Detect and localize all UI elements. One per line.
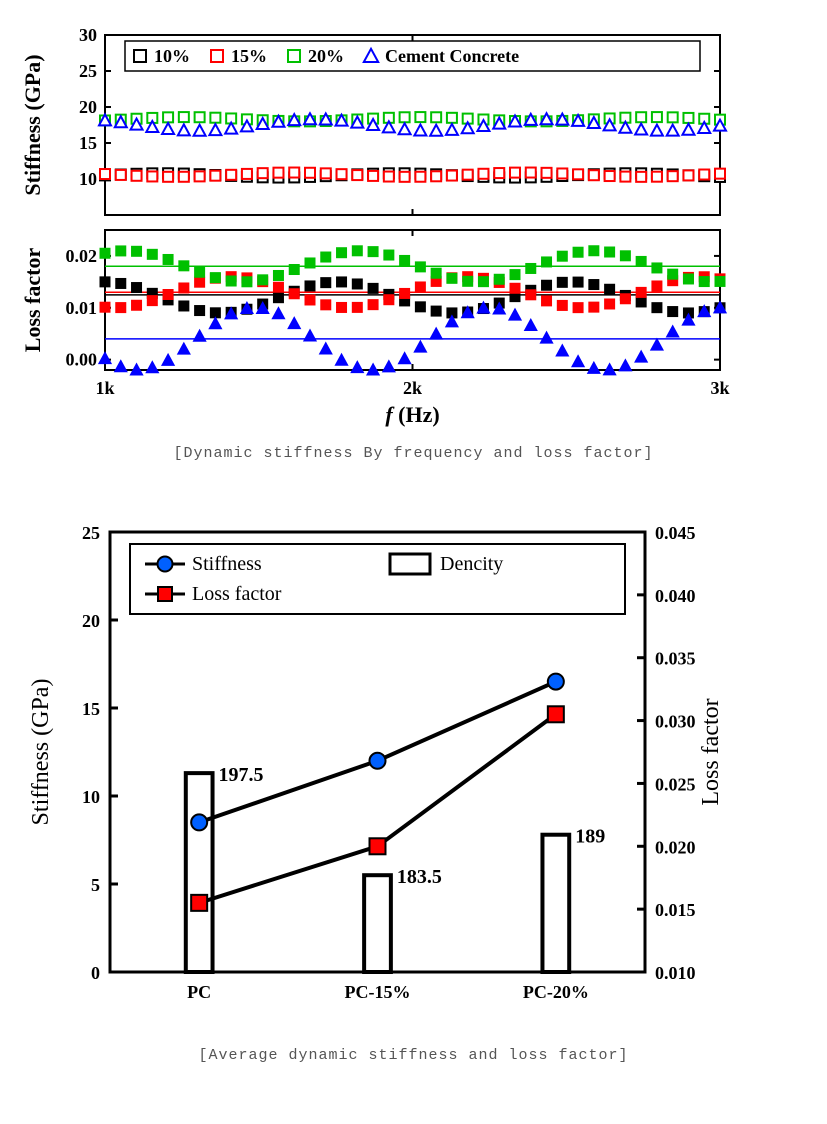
svg-text:0.015: 0.015 xyxy=(655,900,696,920)
figure-1: 10 15 20 25 30 Stiffness (GPa) 10% 15% 20% Cement… xyxy=(20,20,807,462)
svg-text:0.040: 0.040 xyxy=(655,586,696,606)
svg-text:0.030: 0.030 xyxy=(655,712,696,732)
svg-text:2k: 2k xyxy=(403,378,422,398)
svg-text:0.045: 0.045 xyxy=(655,523,696,543)
svg-text:PC-15%: PC-15% xyxy=(345,982,411,1002)
svg-text:Loss factor: Loss factor xyxy=(192,583,282,605)
svg-text:183.5: 183.5 xyxy=(397,866,442,888)
svg-text:Stiffness (GPa): Stiffness (GPa) xyxy=(28,679,54,826)
svg-text:0.025: 0.025 xyxy=(655,774,696,794)
svg-text:10: 10 xyxy=(82,787,100,807)
svg-text:Cement Concrete: Cement Concrete xyxy=(385,46,519,66)
svg-text:1k: 1k xyxy=(95,378,114,398)
svg-text:20: 20 xyxy=(82,611,100,631)
svg-text:197.5: 197.5 xyxy=(219,764,264,786)
figure-1-caption: [Dynamic stiffness By frequency and loss… xyxy=(20,445,807,462)
svg-text:0: 0 xyxy=(91,963,100,983)
figure-2-caption: [Average dynamic stiffness and loss fact… xyxy=(20,1047,807,1064)
svg-text:f (Hz): f (Hz) xyxy=(385,402,439,427)
svg-text:0.02: 0.02 xyxy=(66,246,98,266)
svg-text:0.010: 0.010 xyxy=(655,963,696,983)
svg-text:Loss factor: Loss factor xyxy=(698,698,724,805)
svg-text:15%: 15% xyxy=(231,46,267,66)
svg-text:0.035: 0.035 xyxy=(655,649,696,669)
svg-text:Stiffness (GPa): Stiffness (GPa) xyxy=(20,54,45,195)
svg-text:0.00: 0.00 xyxy=(66,350,98,370)
svg-text:Dencity: Dencity xyxy=(440,553,503,575)
svg-text:15: 15 xyxy=(79,133,97,153)
svg-text:25: 25 xyxy=(79,61,97,81)
avg-stiffness-chart: 0 5 10 15 20 25 0.010 0.015 0.020 0.025 0.030 0.035… xyxy=(20,512,740,1032)
svg-text:30: 30 xyxy=(79,25,97,45)
svg-text:0.01: 0.01 xyxy=(66,298,98,318)
svg-text:0.020: 0.020 xyxy=(655,837,696,857)
stiffness-loss-chart: 10 15 20 25 30 Stiffness (GPa) 10% 15% 20% Cement… xyxy=(20,20,740,430)
svg-text:5: 5 xyxy=(91,875,100,895)
svg-text:Loss factor: Loss factor xyxy=(20,248,45,353)
svg-text:20: 20 xyxy=(79,97,97,117)
svg-text:25: 25 xyxy=(82,523,100,543)
svg-text:15: 15 xyxy=(82,699,100,719)
svg-text:189: 189 xyxy=(575,826,605,848)
svg-text:10%: 10% xyxy=(154,46,190,66)
svg-text:3k: 3k xyxy=(710,378,729,398)
svg-text:20%: 20% xyxy=(308,46,344,66)
figure-2: 0 5 10 15 20 25 0.010 0.015 0.020 0.025 0.030 0.035… xyxy=(20,512,807,1064)
svg-text:10: 10 xyxy=(79,169,97,189)
svg-text:PC: PC xyxy=(187,982,211,1002)
svg-text:Stiffness: Stiffness xyxy=(192,553,262,575)
svg-text:PC-20%: PC-20% xyxy=(523,982,589,1002)
